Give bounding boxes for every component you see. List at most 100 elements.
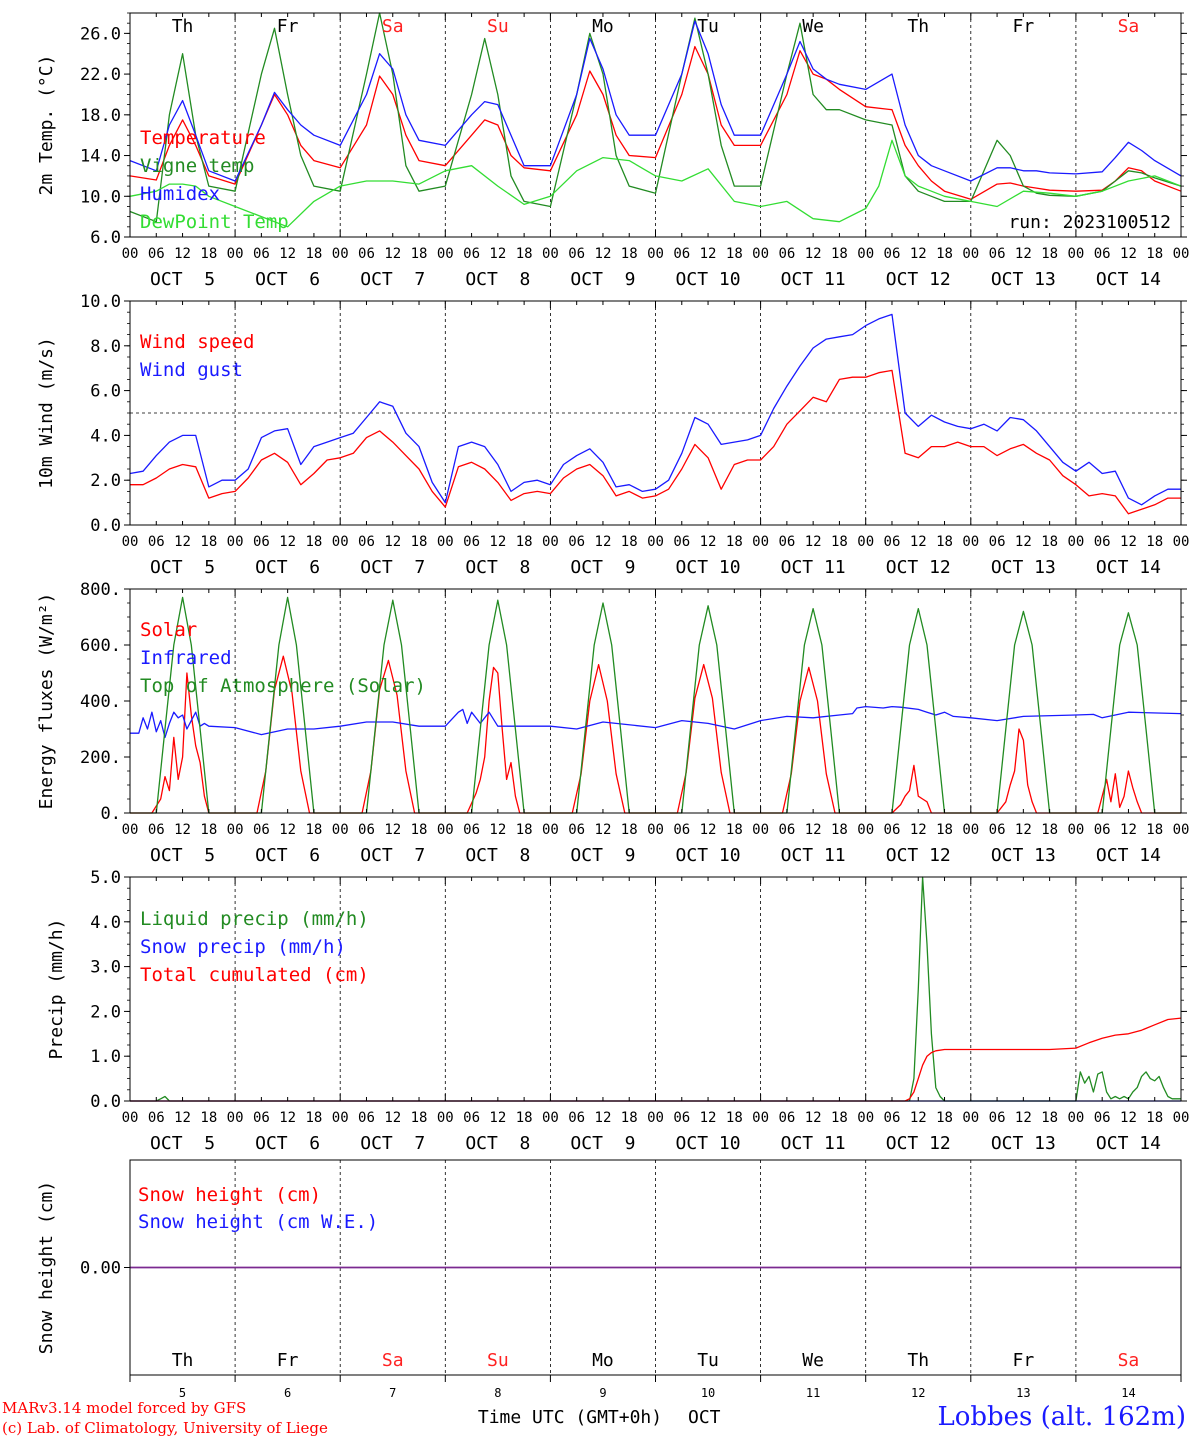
day-name-label: Sa [1118,16,1140,37]
x-hour-label: 12 [700,1110,717,1126]
x-date-label: OCT 13 [991,845,1056,866]
x-date-label: OCT 5 [150,557,215,578]
y-axis-label: Snow height (cm) [36,1181,57,1354]
y-tick-label: 200. [80,748,121,768]
x-hour-label: 12 [384,246,401,262]
x-hour-label: 06 [253,822,270,838]
legend-entry: Snow height (cm) [138,1184,321,1206]
day-name-label: Tu [697,16,719,37]
x-hour-label: 12 [279,1110,296,1126]
y-tick-label: 18.0 [80,106,121,126]
x-day-number: 5 [179,1386,186,1400]
x-hour-label: 12 [489,534,506,550]
x-hour-label: 00 [962,246,979,262]
x-hour-label: 00 [332,534,349,550]
x-hour-label: 00 [332,822,349,838]
x-hour-label: 06 [884,246,901,262]
x-date-label: OCT 6 [255,1133,320,1154]
legend-entry: Snow precip (mm/h) [140,936,346,958]
x-hour-label: 12 [595,1110,612,1126]
x-hour-label: 00 [437,246,454,262]
x-date-label: OCT 13 [991,269,1056,290]
y-tick-label: 0.0 [90,1092,121,1112]
legend-entry: Total cumulated (cm) [140,964,369,986]
x-hour-label: 00 [962,534,979,550]
y-tick-label: 10.0 [80,292,121,312]
x-hour-label: 00 [122,246,139,262]
x-hour-label: 12 [595,822,612,838]
x-hour-label: 12 [805,822,822,838]
plot-frame [129,12,1182,238]
x-date-label: OCT 12 [886,269,951,290]
x-hour-label: 18 [621,822,638,838]
y-tick-label: 600. [80,636,121,656]
x-hour-label: 12 [805,246,822,262]
x-hour-label: 00 [647,534,664,550]
x-date-label: OCT 6 [255,557,320,578]
x-hour-label: 12 [174,822,191,838]
x-hour-label: 18 [621,246,638,262]
series-line-infrared [130,705,1182,739]
day-name-label: Fr [1013,16,1035,37]
x-hour-label: 00 [1173,534,1190,550]
day-name-label: Mo [592,1350,614,1371]
x-hour-label: 12 [1015,822,1032,838]
x-month-label: OCT [688,1407,721,1428]
x-hour-label: 00 [122,1110,139,1126]
y-tick-label: 6.0 [90,228,121,248]
x-date-label: OCT 7 [360,845,425,866]
x-hour-label: 00 [437,1110,454,1126]
x-hour-label: 00 [1173,1110,1190,1126]
x-hour-label: 12 [384,534,401,550]
x-hour-label: 00 [752,822,769,838]
x-hour-label: 12 [805,534,822,550]
x-hour-label: 18 [1146,822,1163,838]
x-hour-label: 00 [227,534,244,550]
x-hour-label: 18 [411,822,428,838]
day-name-label: Sa [382,16,404,37]
y-tick-label: 1.0 [90,1047,121,1067]
x-hour-label: 06 [1094,822,1111,838]
x-hour-label: 06 [778,534,795,550]
x-hour-label: 00 [647,822,664,838]
x-day-number: 12 [911,1386,925,1400]
series-line-wind-speed [130,369,1181,515]
legend-entry: Infrared [140,647,232,669]
x-date-label: OCT 9 [570,269,635,290]
x-hour-label: 12 [279,246,296,262]
x-hour-label: 12 [910,822,927,838]
x-date-label: OCT 10 [676,845,741,866]
x-hour-label: 18 [516,534,533,550]
x-hour-label: 06 [463,534,480,550]
model-credit-line-1: MARv3.14 model forced by GFS [2,1399,247,1417]
x-hour-label: 00 [857,246,874,262]
x-hour-label: 12 [910,1110,927,1126]
y-tick-label: 5.0 [90,868,121,888]
x-hour-label: 18 [200,246,217,262]
x-hour-label: 18 [1146,246,1163,262]
x-hour-label: 06 [1094,246,1111,262]
x-date-label: OCT 5 [150,269,215,290]
x-hour-label: 12 [279,822,296,838]
y-axis-label: 2m Temp. (°C) [36,55,57,196]
x-hour-label: 06 [148,534,165,550]
day-name-label: Th [907,1350,929,1371]
x-hour-label: 06 [989,822,1006,838]
x-day-number: 6 [284,1386,291,1400]
x-axis-title: Time UTC (GMT+0h) [478,1407,662,1428]
x-hour-label: 18 [1041,534,1058,550]
x-date-label: OCT 12 [886,1133,951,1154]
x-date-label: OCT 10 [676,557,741,578]
x-hour-label: 06 [989,246,1006,262]
day-name-label: Mo [592,16,614,37]
x-hour-label: 06 [148,1110,165,1126]
x-hour-label: 00 [542,246,559,262]
x-hour-label: 06 [568,534,585,550]
x-hour-label: 06 [358,1110,375,1126]
series-line-vigne-temp [129,12,1182,223]
x-hour-label: 06 [989,1110,1006,1126]
x-hour-label: 18 [831,246,848,262]
x-hour-label: 00 [752,534,769,550]
legend-entry: Solar [140,619,197,641]
x-hour-label: 06 [463,1110,480,1126]
